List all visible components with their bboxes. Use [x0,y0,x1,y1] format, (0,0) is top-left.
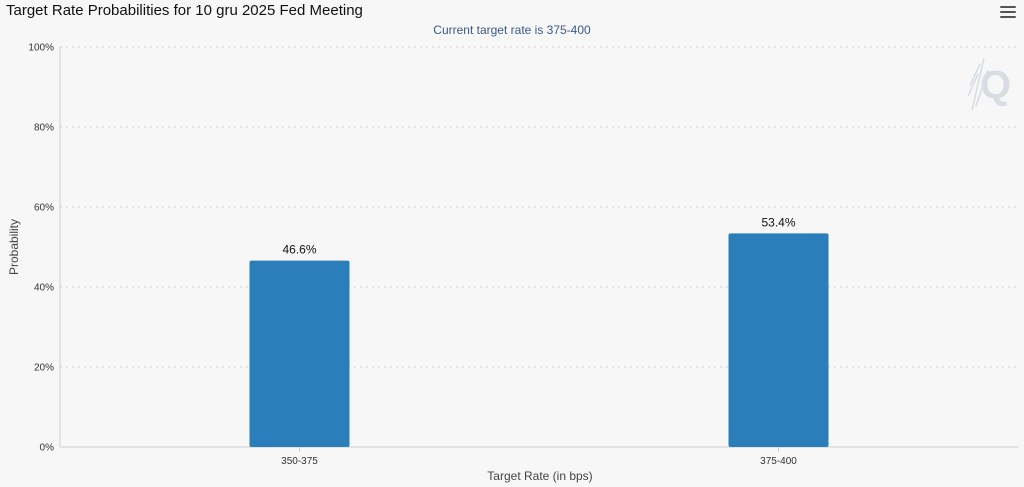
bar-375-400[interactable] [728,233,829,447]
bar-350-375[interactable] [249,260,350,447]
hamburger-menu-icon[interactable] [1000,6,1016,20]
y-tick-label: 60% [34,203,54,214]
gridlines [60,46,1018,368]
watermark-logo-icon: Q [967,57,1011,111]
data-label: 46.6% [282,243,316,257]
bars: 46.6% 53.4% [249,215,829,447]
y-tick-label: 80% [34,123,54,134]
y-tick-label: 20% [34,363,54,374]
y-tick-label: 0% [40,443,55,454]
x-axis-title: Target Rate (in bps) [487,469,592,483]
x-tick-label: 350-375 [281,456,318,467]
x-axis-ticks: 350-375 375-400 [281,447,797,467]
y-axis-ticks: 0% 20% 40% 60% 80% 100% [28,43,61,454]
chart-subtitle: Current target rate is 375-400 [433,23,591,37]
x-tick-label: 375-400 [760,456,797,467]
svg-text:Q: Q [980,63,1011,107]
data-label: 53.4% [761,215,795,229]
y-tick-label: 100% [28,43,54,54]
y-axis-title: Probability [7,219,21,275]
chart-title: Target Rate Probabilities for 10 gru 202… [6,2,363,19]
y-tick-label: 40% [34,283,54,294]
